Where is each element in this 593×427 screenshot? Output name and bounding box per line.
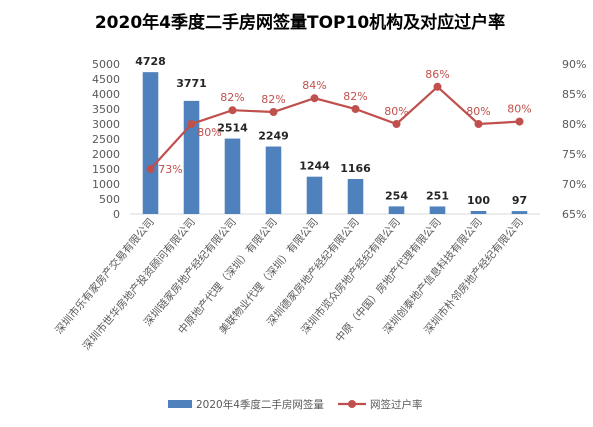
y-left-tick-label: 2500 — [92, 133, 120, 146]
line-value-label: 84% — [302, 79, 326, 92]
bar — [265, 146, 282, 214]
line-value-label: 80% — [507, 103, 531, 116]
axes: 0 500 1000 1500 2000 2500 3000 3500 4000 4500 5000… — [92, 58, 586, 221]
bar — [306, 176, 323, 214]
line-marker — [474, 120, 483, 128]
line-value-label: 80% — [384, 105, 408, 118]
line-path — [149, 85, 520, 170]
bar-value-label: 2514 — [217, 122, 248, 135]
bar-value-label: 97 — [512, 194, 527, 207]
y-left-tick-label: 4500 — [92, 73, 120, 86]
bar — [183, 100, 200, 214]
line-marker — [269, 108, 278, 116]
y-left-tick-label: 3500 — [92, 103, 120, 116]
y-left-tick-label: 0 — [113, 208, 120, 221]
y-right-tick-label: 80% — [562, 118, 586, 131]
legend: 2020年4季度二手房网签量 网签过户率 — [168, 398, 423, 411]
line-marker — [351, 105, 360, 113]
line-marker — [310, 94, 319, 103]
legend-marker-line — [348, 400, 356, 408]
y-right-tick-label: 75% — [562, 148, 586, 161]
line-value-label: 82% — [261, 93, 285, 106]
data-labels: 4728 3771 2514 2249 1244 1166 254 251 100 97 73% 80… — [135, 55, 532, 207]
y-left-tick-label: 2000 — [92, 148, 120, 161]
bar — [224, 138, 241, 214]
y-left-tick-label: 1500 — [92, 163, 120, 176]
bar-value-label: 100 — [467, 194, 490, 207]
category-labels: 深圳市乐有家房产交易有限公司深圳市世华房地产投资顾问有限公司深圳链家房地产经纪有… — [52, 216, 525, 353]
bar — [429, 206, 446, 214]
line-marker — [433, 82, 442, 91]
chart-title: 2020年4季度二手房网签量TOP10机构及对应过户率 — [95, 12, 505, 33]
line-marker — [392, 120, 401, 128]
bar-value-label: 3771 — [176, 77, 207, 90]
line-value-label: 73% — [158, 163, 182, 176]
line-marker — [228, 106, 237, 115]
y-right-tick-label: 85% — [562, 88, 586, 101]
y-right-tick-label: 65% — [562, 208, 586, 221]
y-left-tick-label: 500 — [99, 193, 120, 206]
bar-value-label: 254 — [385, 189, 408, 202]
bar — [142, 72, 159, 214]
bar — [511, 211, 528, 214]
bar — [388, 206, 405, 214]
legend-label-line: 网签过户率 — [370, 398, 423, 411]
line-series — [146, 82, 524, 173]
bar-value-label: 1166 — [340, 162, 371, 175]
line-value-label: 80% — [466, 105, 490, 118]
line-marker — [146, 165, 155, 173]
bar-value-label: 1244 — [299, 160, 330, 173]
y-right-tick-label: 90% — [562, 58, 586, 71]
bar — [470, 211, 487, 214]
line-value-label: 82% — [343, 90, 367, 103]
line-value-label: 80% — [197, 126, 221, 139]
line-value-label: 82% — [220, 91, 244, 104]
legend-swatch-bar — [168, 400, 192, 408]
line-marker — [187, 120, 196, 128]
y-left-tick-label: 1000 — [92, 178, 120, 191]
legend-label-bar: 2020年4季度二手房网签量 — [196, 398, 324, 411]
y-right-tick-label: 70% — [562, 178, 586, 191]
bar-value-label: 2249 — [258, 130, 289, 143]
y-left-tick-label: 4000 — [92, 88, 120, 101]
line-marker — [515, 117, 524, 126]
bar — [347, 179, 364, 214]
bar-value-label: 4728 — [135, 55, 166, 68]
y-left-tick-label: 3000 — [92, 118, 120, 131]
line-value-label: 86% — [425, 68, 449, 81]
bar-series — [142, 72, 528, 214]
bar-value-label: 251 — [426, 189, 449, 202]
y-left-tick-label: 5000 — [92, 58, 120, 71]
